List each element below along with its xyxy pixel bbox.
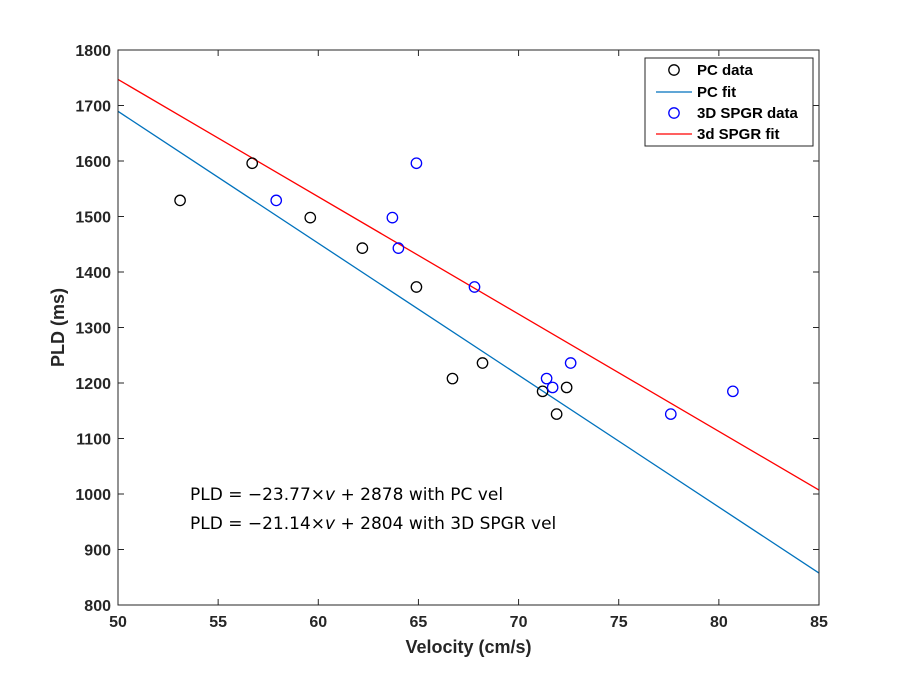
y-tick-label: 1700 (75, 99, 111, 116)
y-tick-label: 1300 (75, 321, 111, 338)
y-tick-label: 1600 (75, 154, 111, 171)
data-point-3d-spgr-data (546, 381, 559, 394)
ticks-layer: 50 55 60 65 70 75 80 85 800 900 1000 1100 1200 1300 14… (75, 43, 828, 631)
data-point-pc-data (174, 194, 186, 207)
y-tick-label: 900 (84, 543, 111, 560)
data-point-pc-data (356, 242, 369, 254)
x-tick-label: 85 (810, 614, 828, 631)
equation-annotations: PLD = −23.77×v + 2878 with PC vel PLD = … (190, 485, 556, 534)
legend: PC data PC fit 3D SPGR data 3d SPGR fit (644, 57, 814, 147)
data-point-3d-spgr-data (392, 242, 405, 254)
fit-lines-layer (117, 78, 820, 574)
x-tick-label: 65 (410, 614, 428, 631)
legend-label-3d-spgr-data: 3D SPGR data (697, 105, 799, 122)
data-point-pc-data (536, 385, 549, 398)
x-tick-label: 60 (309, 614, 327, 631)
data-point-3d-spgr-data (410, 157, 423, 170)
y-tick-label: 800 (84, 598, 111, 615)
data-point-3d-spgr-data (564, 357, 577, 369)
y-tick-label: 1100 (76, 432, 111, 449)
x-tick-label: 70 (510, 614, 528, 631)
data-point-3d-spgr-data (727, 385, 739, 398)
data-point-pc-data (476, 357, 489, 369)
y-axis-label: PLD (ms) (48, 288, 68, 367)
y-tick-label: 1400 (75, 265, 111, 282)
data-point-pc-data (410, 281, 423, 293)
data-point-3d-spgr-data (386, 211, 399, 224)
data-point-3d-spgr-data (270, 194, 283, 207)
legend-box (644, 57, 814, 147)
data-point-3d-spgr-data (540, 372, 553, 385)
data-point-pc-data (446, 372, 459, 385)
data-point-pc-data (560, 381, 573, 394)
x-tick-label: 75 (610, 614, 628, 631)
x-axis-label: Velocity (cm/s) (405, 637, 531, 657)
x-tick-label: 50 (109, 614, 127, 631)
data-point-pc-data (246, 157, 259, 170)
legend-marker-pc-data (668, 64, 680, 76)
data-point-pc-data (550, 408, 563, 420)
x-tick-label: 55 (209, 614, 227, 631)
y-tick-label: 1000 (75, 487, 111, 504)
x-tick-label: 80 (710, 614, 728, 631)
legend-marker-3d-spgr-data (668, 107, 680, 119)
data-point-3d-spgr-data (468, 281, 481, 293)
equation-pc: PLD = −23.77×v + 2878 with PC vel (190, 485, 503, 505)
fit-line-3d-spgr-fit (117, 78, 820, 491)
data-point-3d-spgr-data (664, 408, 677, 420)
legend-label-pc-fit: PC fit (697, 84, 736, 101)
legend-label-pc-data: PC data (697, 62, 754, 79)
legend-label-3d-spgr-fit: 3d SPGR fit (697, 126, 780, 143)
data-point-pc-data (304, 211, 317, 224)
y-tick-label: 1800 (75, 43, 111, 60)
data-points-layer (174, 157, 739, 420)
y-tick-label: 1200 (75, 376, 111, 393)
y-tick-label: 1500 (75, 210, 111, 227)
fit-line-pc-fit (117, 110, 820, 574)
equation-3d-spgr: PLD = −21.14×v + 2804 with 3D SPGR vel (190, 514, 556, 534)
